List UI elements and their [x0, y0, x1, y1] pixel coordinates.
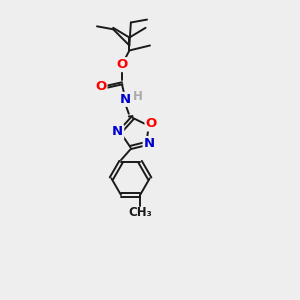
Text: O: O: [146, 118, 157, 130]
Text: N: N: [112, 125, 123, 138]
Text: O: O: [116, 58, 128, 71]
Text: CH₃: CH₃: [128, 206, 152, 219]
Text: N: N: [144, 137, 155, 150]
Text: N: N: [119, 93, 130, 106]
Text: O: O: [95, 80, 106, 93]
Text: H: H: [132, 91, 142, 103]
